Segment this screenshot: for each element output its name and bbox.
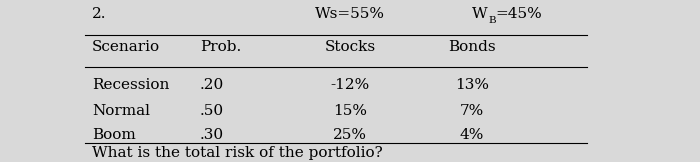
Text: -12%: -12%	[330, 78, 370, 92]
Text: Boom: Boom	[92, 128, 136, 142]
Text: 2.: 2.	[92, 7, 106, 21]
Text: Normal: Normal	[92, 104, 150, 118]
Text: 13%: 13%	[455, 78, 489, 92]
Text: W: W	[472, 7, 488, 21]
Text: .20: .20	[200, 78, 224, 92]
Text: Prob.: Prob.	[200, 40, 242, 54]
Text: 25%: 25%	[333, 128, 367, 142]
Text: Scenario: Scenario	[92, 40, 160, 54]
Text: Recession: Recession	[92, 78, 169, 92]
Text: Stocks: Stocks	[324, 40, 376, 54]
Text: What is the total risk of the portfolio?: What is the total risk of the portfolio?	[92, 146, 383, 160]
Text: 15%: 15%	[333, 104, 367, 118]
Text: .30: .30	[200, 128, 224, 142]
Text: B: B	[488, 16, 496, 25]
Text: Bonds: Bonds	[448, 40, 496, 54]
Text: 7%: 7%	[460, 104, 484, 118]
Text: .50: .50	[200, 104, 224, 118]
Text: Ws=55%: Ws=55%	[315, 7, 385, 21]
Text: =45%: =45%	[495, 7, 542, 21]
Text: 4%: 4%	[460, 128, 484, 142]
